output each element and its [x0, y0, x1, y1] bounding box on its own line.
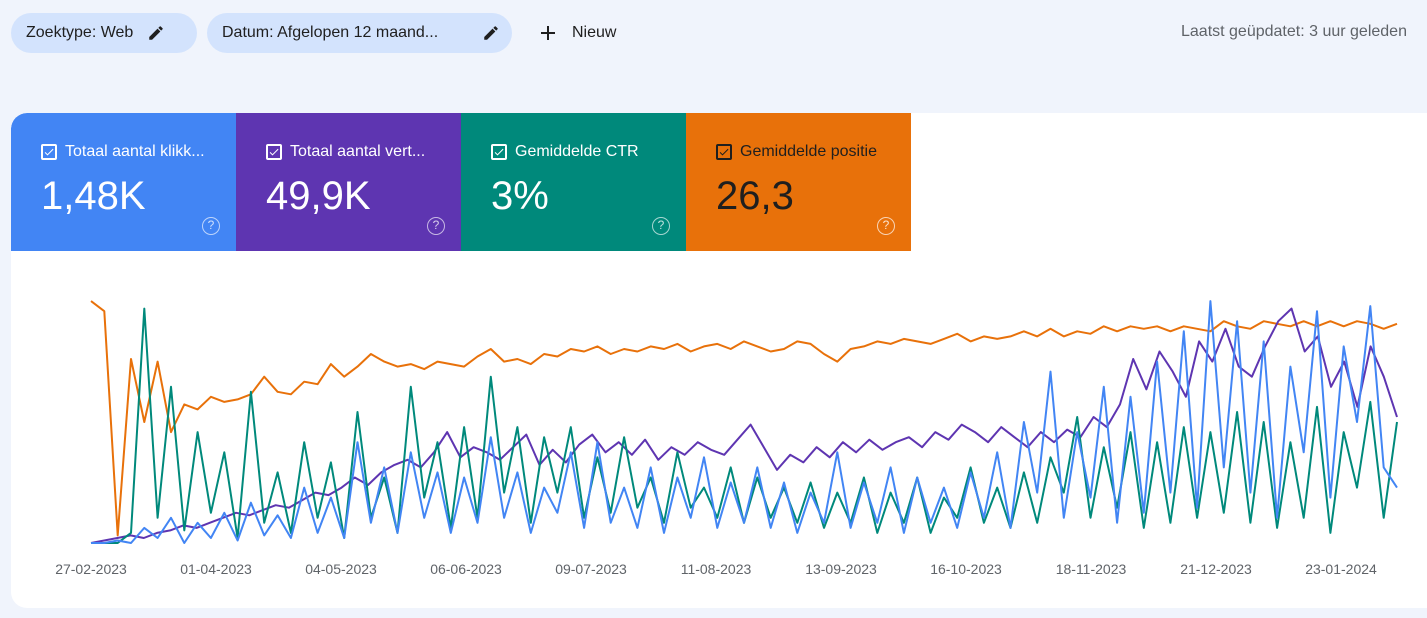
help-icon[interactable]: ? — [877, 217, 895, 235]
metric-label: Totaal aantal klikk... — [65, 143, 205, 160]
metric-card-header: Totaal aantal klikk... — [41, 143, 224, 161]
metric-card-header: Gemiddelde CTR — [491, 143, 674, 161]
help-icon[interactable]: ? — [427, 217, 445, 235]
x-tick-label: 16-10-2023 — [930, 561, 1002, 577]
search-type-filter-chip[interactable]: Zoektype: Web — [11, 13, 197, 53]
edit-pencil-icon[interactable] — [482, 24, 500, 42]
last-updated-text: Laatst geüpdatet: 3 uur geleden — [1181, 23, 1407, 40]
checkbox-checked-icon[interactable] — [41, 144, 57, 160]
metric-card-impressions[interactable]: Totaal aantal vert... 49,9K ? — [236, 113, 461, 251]
metric-card-clicks[interactable]: Totaal aantal klikk... 1,48K ? — [11, 113, 236, 251]
checkbox-checked-icon[interactable] — [491, 144, 507, 160]
plus-icon — [536, 21, 560, 45]
filter-bar: Zoektype: Web Datum: Afgelopen 12 maand.… — [11, 13, 616, 53]
x-tick-label: 27-02-2023 — [55, 561, 127, 577]
edit-pencil-icon[interactable] — [147, 24, 165, 42]
x-tick-label: 21-12-2023 — [1180, 561, 1252, 577]
metric-card-position[interactable]: Gemiddelde positie 26,3 ? — [686, 113, 911, 251]
performance-line-chart[interactable]: 27-02-2023 01-04-2023 04-05-2023 06-06-2023… — [11, 251, 1427, 608]
help-icon[interactable]: ? — [652, 217, 670, 235]
metric-label: Totaal aantal vert... — [290, 143, 426, 160]
metric-value: 1,48K — [41, 174, 146, 218]
metric-label: Gemiddelde positie — [740, 143, 877, 160]
date-range-filter-chip[interactable]: Datum: Afgelopen 12 maand... — [207, 13, 512, 53]
metric-label: Gemiddelde CTR — [515, 143, 639, 160]
help-icon[interactable]: ? — [202, 217, 220, 235]
x-tick-label: 09-07-2023 — [555, 561, 627, 577]
x-tick-label: 13-09-2023 — [805, 561, 877, 577]
metric-card-header: Gemiddelde positie — [716, 143, 899, 161]
checkbox-checked-icon[interactable] — [266, 144, 282, 160]
metric-value: 26,3 — [716, 174, 794, 218]
date-range-filter-label: Datum: Afgelopen 12 maand... — [222, 24, 439, 41]
series-layer — [90, 300, 1398, 544]
x-tick-label: 18-11-2023 — [1056, 561, 1127, 577]
x-tick-label: 23-01-2024 — [1305, 561, 1377, 577]
series-line-0 — [90, 300, 1398, 537]
new-filter-label: Nieuw — [572, 24, 617, 41]
checkbox-checked-icon[interactable] — [716, 144, 732, 160]
metric-value: 49,9K — [266, 174, 371, 218]
x-axis-ticks: 27-02-2023 01-04-2023 04-05-2023 06-06-2023… — [55, 561, 1377, 577]
metric-cards: Totaal aantal klikk... 1,48K ? Totaal aa… — [11, 113, 911, 251]
series-line-1 — [90, 307, 1398, 544]
new-filter-button[interactable]: Nieuw — [536, 13, 616, 53]
x-tick-label: 01-04-2023 — [180, 561, 252, 577]
x-tick-label: 06-06-2023 — [430, 561, 502, 577]
performance-panel: Totaal aantal klikk... 1,48K ? Totaal aa… — [11, 113, 1427, 608]
metric-card-header: Totaal aantal vert... — [266, 143, 449, 161]
series-line-3 — [91, 300, 1398, 544]
metric-card-ctr[interactable]: Gemiddelde CTR 3% ? — [461, 113, 686, 251]
search-type-filter-label: Zoektype: Web — [26, 24, 134, 41]
x-tick-label: 04-05-2023 — [305, 561, 377, 577]
metric-value: 3% — [491, 174, 549, 218]
x-tick-label: 11-08-2023 — [681, 561, 752, 577]
